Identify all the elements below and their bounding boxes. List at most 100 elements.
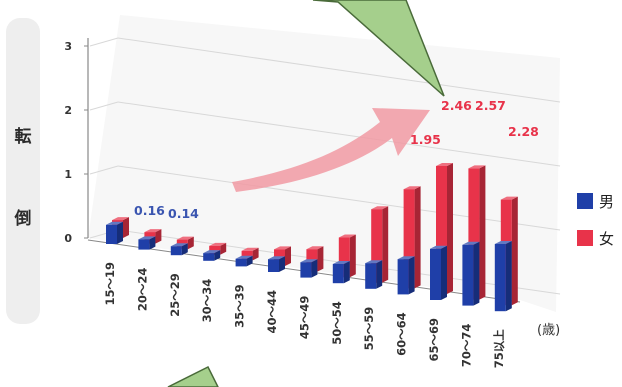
bar-female [468, 168, 480, 300]
bar-male-top [397, 256, 415, 260]
bar-male-side [311, 259, 318, 278]
gridline-left [89, 165, 119, 175]
x-tick-label: 75以上 [492, 329, 506, 369]
bar-male-side [441, 245, 447, 300]
bar-male [332, 264, 344, 284]
bar-male-top [494, 241, 512, 244]
bar-male-top [203, 250, 221, 254]
gridline-left [89, 101, 119, 111]
gridline [117, 37, 561, 103]
bar-female-top [338, 234, 356, 238]
bar-female-side [317, 246, 324, 272]
bar-female-top [241, 247, 259, 251]
bar-female-side [382, 206, 389, 283]
x-tick-label: 25〜29 [168, 273, 182, 317]
bar-female-top [306, 246, 324, 250]
gridline [117, 165, 561, 231]
bar-female-side [447, 163, 453, 294]
bar-male [365, 263, 377, 289]
bar-female-side [220, 242, 227, 255]
y-tick-label: 3 [64, 40, 72, 53]
x-tick-label: 60〜64 [395, 312, 409, 356]
bar-female-top [176, 236, 194, 240]
bar-male [462, 244, 474, 306]
bar-male-side [246, 255, 253, 267]
bar-male-top [268, 256, 285, 260]
bar-female-side [155, 229, 162, 244]
gridline-left [89, 37, 119, 47]
bar-female [371, 209, 383, 283]
bar-male [106, 224, 117, 244]
bar-female-top [371, 206, 389, 210]
bar-male-side [408, 256, 415, 295]
bar-male-top [365, 260, 383, 264]
bar-male [430, 248, 441, 300]
bar-male-top [170, 243, 188, 247]
bar-female-top [144, 229, 162, 233]
y-axis-title-panel [6, 18, 40, 324]
bar-female-side [479, 165, 486, 300]
bar-female-top [468, 165, 486, 169]
data-label: 0.14 [168, 206, 199, 221]
data-label: 2.46 [441, 98, 472, 113]
x-tick-label: 50〜54 [330, 301, 344, 345]
bar-female [338, 237, 350, 278]
bar-male-side [181, 243, 188, 256]
bar-female-side [187, 236, 194, 250]
data-label: 2.57 [475, 98, 506, 113]
data-label: 1.95 [410, 132, 441, 147]
bar-female-side [349, 234, 356, 278]
bar-male-side [214, 250, 221, 261]
data-label: 2.28 [508, 124, 539, 139]
bar-male [235, 258, 247, 267]
x-tick-label: 30〜34 [200, 279, 214, 323]
bar-male-side [505, 241, 512, 312]
x-axis-unit: (歳) [537, 323, 560, 338]
legend-label: 男 [599, 193, 614, 211]
bar-male-top [106, 221, 123, 225]
bar-male-side [343, 261, 350, 284]
annotation-arrow-top [312, 0, 445, 97]
x-tick-label: 65〜69 [427, 318, 441, 362]
legend-label: 女 [599, 230, 614, 248]
bar-female [436, 166, 447, 294]
x-tick-label: 40〜44 [265, 290, 279, 334]
bar-male-top [138, 236, 156, 240]
bar-female-side [123, 217, 129, 238]
x-tick-label: 70〜74 [459, 324, 473, 368]
bar-male-top [462, 241, 480, 245]
bar-female-side [414, 186, 421, 289]
bar-male-side [376, 260, 383, 289]
bar-male [203, 253, 215, 261]
bar-male-side [279, 256, 285, 272]
y-axis-title-char-1: 転 [14, 127, 32, 147]
trend-arrow [232, 108, 430, 192]
data-label: 0.16 [134, 203, 165, 218]
bar-female-side [285, 246, 291, 266]
bar-female-top [274, 246, 291, 250]
y-axis-title-char-2: 倒 [14, 209, 32, 229]
y-tick-label: 1 [64, 168, 72, 181]
legend-swatch [577, 193, 593, 209]
bar-male [170, 246, 182, 256]
bar-male [494, 244, 506, 312]
bar-female-top [436, 163, 453, 166]
bar-female-side [511, 196, 518, 306]
x-tick-label: 45〜49 [297, 296, 311, 340]
gridline [117, 101, 561, 167]
bar-male [268, 259, 279, 272]
bar-male-side [149, 236, 156, 250]
annotation-arrow-bottom [167, 365, 219, 387]
bar-male [300, 262, 312, 278]
y-tick-label: 0 [64, 232, 72, 245]
bar-male-side [117, 221, 123, 244]
bar-male-top [300, 259, 318, 263]
bar-male-top [430, 245, 447, 249]
bar-male [397, 259, 409, 295]
bar-female [403, 189, 415, 289]
x-tick-label: 55〜59 [362, 307, 376, 351]
bar-female-top [403, 186, 421, 190]
bar-female-side [252, 247, 259, 261]
y-tick-label: 2 [64, 104, 72, 117]
